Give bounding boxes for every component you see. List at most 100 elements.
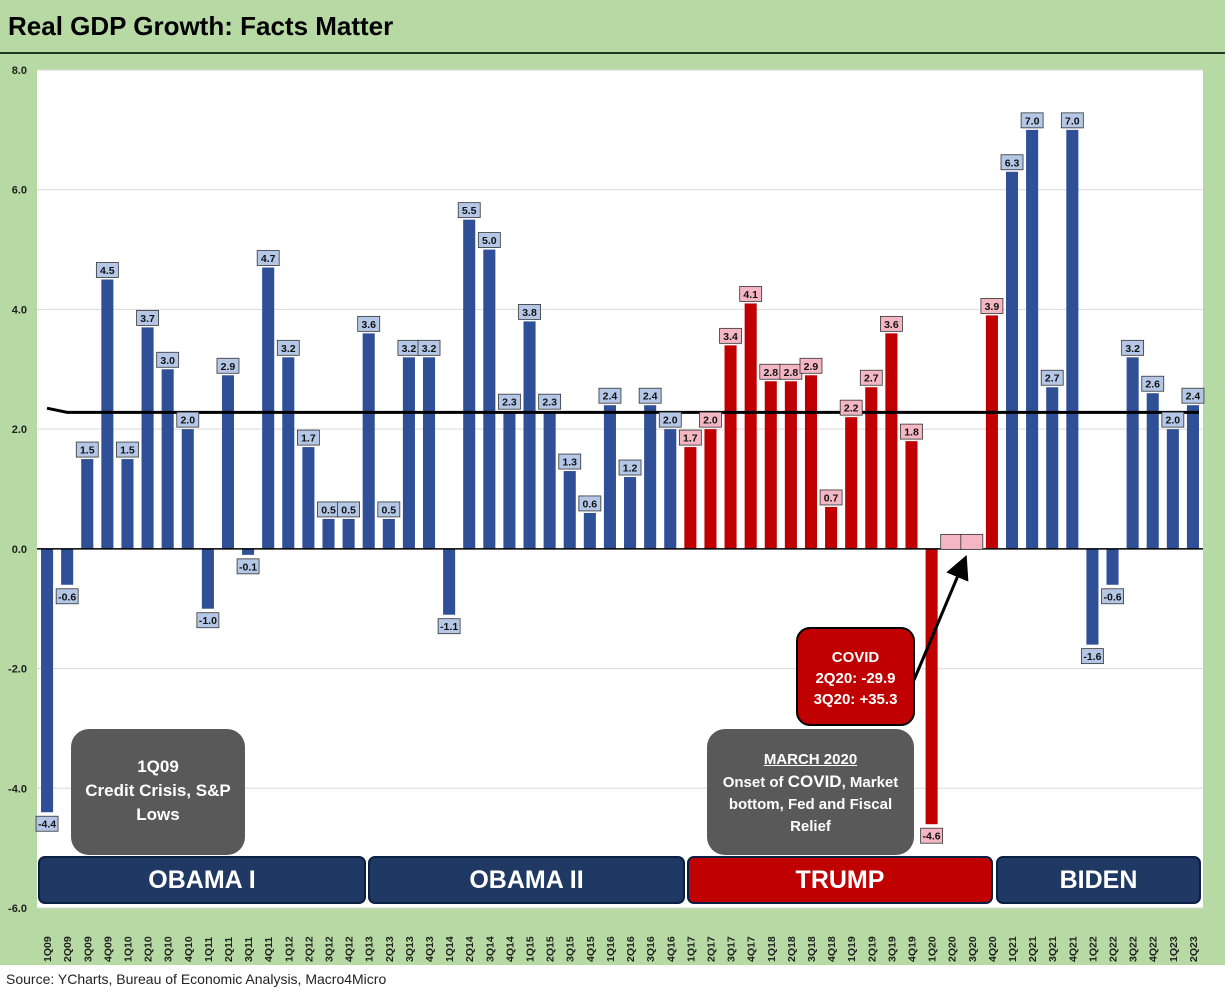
data-label-box — [417, 339, 441, 356]
covid-arrow — [912, 554, 969, 681]
y-tick-label: 8.0 — [12, 65, 27, 77]
x-tick-label: 3Q12 — [324, 936, 336, 962]
bar-3Q13 — [402, 357, 415, 549]
bar-2Q15 — [543, 411, 556, 549]
data-label-text: 5.5 — [462, 205, 477, 217]
data-label-2Q14: 5.5 — [457, 202, 481, 219]
bar-1Q18 — [764, 381, 777, 549]
data-label-box — [1020, 112, 1044, 129]
x-tick-label: 1Q12 — [283, 936, 295, 962]
data-label-text: -4.6 — [923, 831, 941, 843]
x-tick-label: 1Q20 — [927, 936, 939, 962]
data-label-1Q18: 2.8 — [759, 363, 783, 380]
data-label-box — [377, 501, 401, 518]
bar-3Q17 — [724, 345, 737, 549]
data-label-box — [638, 387, 662, 404]
x-tick-label: 2Q13 — [384, 936, 396, 962]
bar-2Q14 — [463, 219, 476, 549]
data-label-text: 4.5 — [100, 265, 115, 277]
bar-4Q18 — [825, 506, 838, 549]
data-label-box — [1040, 369, 1064, 386]
data-label-box — [598, 387, 622, 404]
bar-1Q12 — [282, 357, 295, 549]
x-tick-label: 2Q16 — [625, 936, 637, 962]
x-tick-label: 1Q21 — [1007, 936, 1019, 962]
data-label-2Q16: 1.2 — [618, 459, 642, 476]
bar-4Q19 — [905, 441, 918, 549]
x-tick-label: 3Q11 — [243, 937, 255, 962]
x-tick-label: 4Q20 — [987, 936, 999, 962]
data-label-box — [1161, 411, 1185, 428]
data-label-2Q22: -0.6 — [1101, 588, 1124, 605]
bar-1Q17 — [684, 447, 697, 549]
gdp-bar-chart: 8.0 6.0 4.0 2.0 0.0 -2.0 -4.0 -6.0 -4.4 -0.6 1.5 4… — [8, 65, 1205, 962]
callout-line: 3Q20: +35.3 — [813, 691, 898, 708]
data-label-text: -1.0 — [199, 615, 217, 627]
data-label-1Q09: -4.4 — [35, 815, 59, 832]
data-label-box — [236, 558, 260, 575]
data-label-box — [296, 429, 320, 446]
x-tick-label: 4Q15 — [585, 936, 597, 962]
bar-1Q11 — [201, 548, 214, 609]
bar-4Q21 — [1066, 129, 1079, 549]
data-label-text: 2.8 — [763, 367, 778, 379]
data-label-1Q15: 3.8 — [518, 303, 541, 320]
data-label-box — [578, 495, 602, 512]
data-label-box — [337, 501, 361, 518]
bar-3Q14 — [483, 249, 496, 549]
x-tick-label: 4Q18 — [826, 936, 838, 962]
covid-callout: COVID 2Q20: -29.9 3Q20: +35.3 — [796, 627, 915, 726]
bar-3Q15 — [563, 471, 576, 549]
data-label-1Q12: 3.2 — [276, 339, 300, 356]
x-tick-label: 4Q12 — [344, 936, 356, 962]
bar-3Q22 — [1126, 357, 1139, 549]
x-tick-label: 4Q17 — [746, 936, 758, 962]
data-label-text: 3.6 — [361, 319, 376, 331]
bar-2Q13 — [382, 518, 395, 549]
callout-line: 1Q09 — [137, 757, 179, 776]
data-label-text: 3.6 — [884, 319, 899, 331]
bar-2Q22 — [1106, 548, 1119, 585]
data-label-3Q16: 2.4 — [638, 387, 662, 404]
data-label-4Q15: 0.6 — [578, 495, 602, 512]
title-bar: Real GDP Growth: Facts Matter — [0, 0, 1225, 54]
data-label-box — [538, 393, 562, 410]
data-label-1Q11: -1.0 — [196, 612, 220, 629]
data-label-4Q16: 2.0 — [658, 411, 682, 428]
data-label-text: 3.9 — [985, 301, 1000, 313]
x-tick-label: 3Q16 — [645, 936, 657, 962]
y-tick-label: 4.0 — [12, 304, 27, 316]
x-tick-label: 1Q09 — [42, 936, 54, 962]
data-label-text: 2.2 — [844, 403, 859, 415]
data-label-text: 2.0 — [180, 415, 195, 427]
bar-1Q21 — [1005, 171, 1019, 549]
bar-3Q09 — [81, 459, 94, 549]
data-label-text: 3.2 — [402, 343, 417, 355]
data-label-3Q11: -0.1 — [236, 558, 260, 575]
data-label-1Q20: -4.6 — [920, 827, 944, 844]
x-tick-label: 4Q13 — [424, 936, 436, 962]
callout-text: Onset of — [722, 774, 788, 791]
x-tick-label: 1Q13 — [364, 936, 376, 962]
data-label-box — [75, 441, 99, 458]
data-label-1Q23: 2.0 — [1161, 411, 1185, 428]
data-label-text: 2.0 — [703, 415, 718, 427]
bar-4Q10 — [181, 429, 194, 549]
data-label-box — [900, 423, 923, 440]
data-label-box — [437, 618, 461, 635]
callout-line: Onset of COVID, Market — [707, 771, 914, 794]
data-label-text: 2.3 — [502, 397, 517, 409]
data-label-text: 2.4 — [603, 391, 618, 403]
data-label-box — [256, 250, 280, 266]
data-label-4Q11: 4.7 — [256, 250, 280, 266]
x-tick-label: 1Q18 — [766, 936, 778, 962]
data-label-2Q19: 2.7 — [859, 369, 883, 386]
data-label-text: 5.0 — [482, 235, 497, 247]
bar-3Q21 — [1046, 387, 1059, 549]
bar-4Q09 — [101, 279, 114, 549]
bar-2Q09 — [61, 548, 74, 585]
data-label-2Q15: 2.3 — [538, 393, 562, 410]
data-label-box — [980, 298, 1004, 314]
x-tick-label: 4Q09 — [102, 936, 114, 962]
data-label-box — [920, 827, 944, 844]
